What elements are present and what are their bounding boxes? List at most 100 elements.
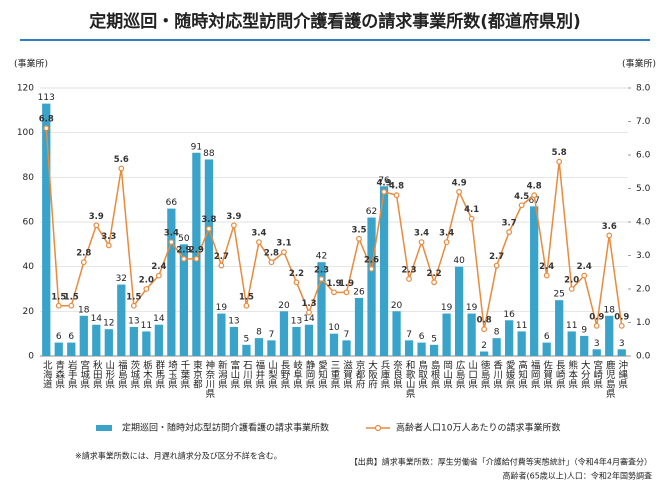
bar <box>542 342 551 356</box>
bar <box>530 206 539 356</box>
y2-tick-label: 2.0 <box>636 285 651 295</box>
bar <box>92 324 101 356</box>
line-marker <box>506 229 513 235</box>
line-value-label: 3.8 <box>201 215 216 225</box>
x-tick-label: 宮崎県 <box>591 359 603 389</box>
x-tick-label: 岩手県 <box>66 359 78 389</box>
line-marker <box>231 222 237 229</box>
bar <box>367 217 376 356</box>
line-marker <box>518 202 525 209</box>
line-value-label: 4.8 <box>527 182 542 192</box>
x-tick-label: 茨城県 <box>128 359 140 389</box>
line-value-label: 5.6 <box>114 155 129 165</box>
bar <box>279 311 289 356</box>
x-tick-label: 奈良県 <box>391 359 403 389</box>
line-marker <box>418 239 425 246</box>
bar-value-label: 113 <box>38 93 55 103</box>
x-tick-label: 鹿児島県 <box>604 359 616 399</box>
y2-tick-label: 4.0 <box>636 218 651 228</box>
x-tick-label: 高知県 <box>516 359 528 389</box>
line-value-label: 2.2 <box>427 269 442 279</box>
y-axis-label: (事業所) <box>14 58 48 70</box>
bar-value-label: 6 <box>68 332 74 342</box>
bar <box>605 315 614 356</box>
line-marker <box>543 272 550 279</box>
line-value-label: 2.9 <box>176 245 191 255</box>
line-value-label: 1.3 <box>301 299 316 309</box>
bar-value-label: 3 <box>619 339 625 349</box>
bar <box>592 349 601 356</box>
bar <box>580 335 589 356</box>
bar-value-label: 8 <box>256 328 262 338</box>
x-tick-label: 山口県 <box>466 360 478 389</box>
bar-value-label: 7 <box>344 330 350 340</box>
x-tick-label: 青森県 <box>53 359 65 389</box>
line-marker <box>581 272 588 279</box>
bar <box>292 326 301 356</box>
bar <box>154 324 163 356</box>
line-marker <box>468 215 475 222</box>
bar-value-label: 6 <box>419 332 425 342</box>
x-tick-label: 群馬県 <box>153 359 165 389</box>
bar <box>117 284 126 356</box>
line-marker <box>130 302 137 309</box>
bar-value-label: 16 <box>503 310 515 320</box>
bar <box>217 313 226 356</box>
line-marker <box>218 262 225 269</box>
x-tick-label: 北海道 <box>41 360 53 389</box>
x-tick-label: 福岡県 <box>529 359 541 389</box>
x-tick-label: 岡山県 <box>441 360 453 389</box>
line-marker <box>331 289 337 296</box>
bar-value-label: 8 <box>494 328 500 338</box>
x-tick-label: 大分県 <box>579 359 591 389</box>
line-value-label: 2.0 <box>564 276 579 286</box>
bar <box>555 300 564 356</box>
line-value-label: 3.9 <box>89 212 104 222</box>
line-value-label: 3.6 <box>602 222 617 232</box>
bar-value-label: 14 <box>91 314 103 324</box>
x-tick-label: 神奈川県 <box>203 359 215 399</box>
bar <box>429 344 439 356</box>
line-marker <box>343 289 350 296</box>
bar-value-label: 91 <box>191 142 202 152</box>
bar <box>392 311 401 356</box>
line-value-label: 2.7 <box>214 252 229 262</box>
line-marker <box>481 326 488 333</box>
y-tick-label: 40 <box>23 262 35 272</box>
line-marker <box>80 259 87 266</box>
bar-value-label: 18 <box>78 305 90 315</box>
line-value-label: 2.7 <box>489 252 504 262</box>
line-value-label: 2.6 <box>364 255 379 265</box>
bar <box>404 340 414 356</box>
line-marker <box>318 276 325 282</box>
bar <box>567 331 576 356</box>
bar-value-label: 20 <box>391 301 403 311</box>
bar-value-label: 3 <box>594 339 600 349</box>
x-tick-label: 香川県 <box>491 360 503 389</box>
bar <box>379 186 389 356</box>
bar <box>167 208 176 356</box>
y-tick-label: 20 <box>23 307 35 317</box>
bar-value-label: 5 <box>431 334 437 344</box>
y-tick-label: 100 <box>17 128 34 138</box>
x-tick-label: 滋賀県 <box>341 359 353 389</box>
bar-value-label: 6 <box>544 332 550 342</box>
bar <box>505 320 514 356</box>
line-marker <box>443 239 450 246</box>
bar-value-label: 66 <box>166 198 178 208</box>
bar <box>517 331 526 356</box>
bar <box>304 324 314 356</box>
line-value-label: 4.1 <box>464 205 479 215</box>
line-marker <box>93 222 100 229</box>
legend-swatch <box>96 425 112 431</box>
line-marker <box>293 279 300 286</box>
line-marker <box>55 302 62 309</box>
x-tick-label: 東京都 <box>191 359 203 389</box>
line-value-label: 1.5 <box>126 292 141 302</box>
line-value-label: 0.9 <box>589 312 604 322</box>
x-tick-label: 山形県 <box>103 360 115 389</box>
line-marker <box>168 239 175 246</box>
line-marker <box>593 322 600 329</box>
line-marker <box>68 302 75 309</box>
